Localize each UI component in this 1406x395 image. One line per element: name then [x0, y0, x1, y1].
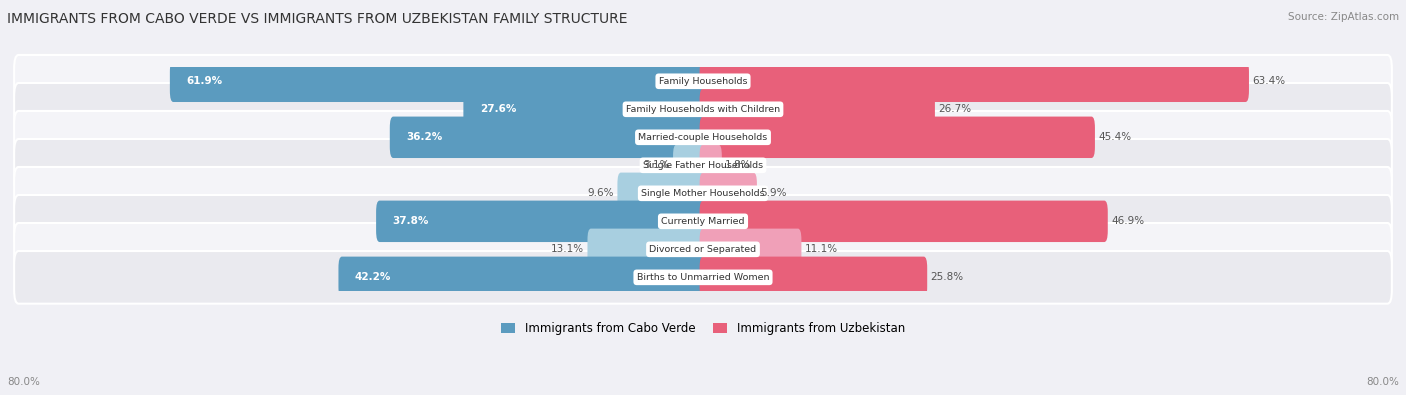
- Text: IMMIGRANTS FROM CABO VERDE VS IMMIGRANTS FROM UZBEKISTAN FAMILY STRUCTURE: IMMIGRANTS FROM CABO VERDE VS IMMIGRANTS…: [7, 12, 627, 26]
- Text: Currently Married: Currently Married: [661, 217, 745, 226]
- FancyBboxPatch shape: [700, 145, 721, 186]
- FancyBboxPatch shape: [389, 117, 706, 158]
- FancyBboxPatch shape: [339, 257, 706, 298]
- FancyBboxPatch shape: [14, 139, 1392, 192]
- FancyBboxPatch shape: [673, 145, 706, 186]
- Text: 45.4%: 45.4%: [1098, 132, 1132, 142]
- Text: 63.4%: 63.4%: [1253, 76, 1285, 86]
- Text: 27.6%: 27.6%: [479, 104, 516, 114]
- Text: 9.6%: 9.6%: [588, 188, 614, 198]
- FancyBboxPatch shape: [588, 229, 706, 270]
- FancyBboxPatch shape: [700, 257, 927, 298]
- Text: 80.0%: 80.0%: [7, 377, 39, 387]
- Text: 36.2%: 36.2%: [406, 132, 443, 142]
- Text: Single Mother Households: Single Mother Households: [641, 189, 765, 198]
- Text: 37.8%: 37.8%: [392, 216, 429, 226]
- Text: 1.8%: 1.8%: [725, 160, 752, 170]
- Text: 25.8%: 25.8%: [931, 272, 963, 282]
- FancyBboxPatch shape: [617, 173, 706, 214]
- Text: Family Households with Children: Family Households with Children: [626, 105, 780, 114]
- Text: 26.7%: 26.7%: [938, 104, 972, 114]
- Text: 5.9%: 5.9%: [761, 188, 787, 198]
- Text: Divorced or Separated: Divorced or Separated: [650, 245, 756, 254]
- FancyBboxPatch shape: [14, 223, 1392, 276]
- FancyBboxPatch shape: [377, 201, 706, 242]
- Legend: Immigrants from Cabo Verde, Immigrants from Uzbekistan: Immigrants from Cabo Verde, Immigrants f…: [501, 322, 905, 335]
- FancyBboxPatch shape: [14, 195, 1392, 248]
- FancyBboxPatch shape: [700, 88, 935, 130]
- FancyBboxPatch shape: [700, 117, 1095, 158]
- FancyBboxPatch shape: [700, 60, 1249, 102]
- Text: 61.9%: 61.9%: [186, 76, 222, 86]
- Text: 11.1%: 11.1%: [804, 245, 838, 254]
- Text: Births to Unmarried Women: Births to Unmarried Women: [637, 273, 769, 282]
- FancyBboxPatch shape: [14, 83, 1392, 135]
- FancyBboxPatch shape: [14, 251, 1392, 304]
- Text: Family Households: Family Households: [659, 77, 747, 86]
- FancyBboxPatch shape: [14, 167, 1392, 220]
- FancyBboxPatch shape: [700, 201, 1108, 242]
- Text: Single Father Households: Single Father Households: [643, 161, 763, 170]
- Text: 46.9%: 46.9%: [1111, 216, 1144, 226]
- Text: 3.1%: 3.1%: [643, 160, 669, 170]
- FancyBboxPatch shape: [464, 88, 706, 130]
- Text: 80.0%: 80.0%: [1367, 377, 1399, 387]
- Text: Married-couple Households: Married-couple Households: [638, 133, 768, 142]
- Text: 42.2%: 42.2%: [354, 272, 391, 282]
- FancyBboxPatch shape: [14, 55, 1392, 107]
- Text: 13.1%: 13.1%: [551, 245, 583, 254]
- FancyBboxPatch shape: [14, 111, 1392, 164]
- FancyBboxPatch shape: [170, 60, 706, 102]
- Text: Source: ZipAtlas.com: Source: ZipAtlas.com: [1288, 12, 1399, 22]
- FancyBboxPatch shape: [700, 173, 756, 214]
- FancyBboxPatch shape: [700, 229, 801, 270]
